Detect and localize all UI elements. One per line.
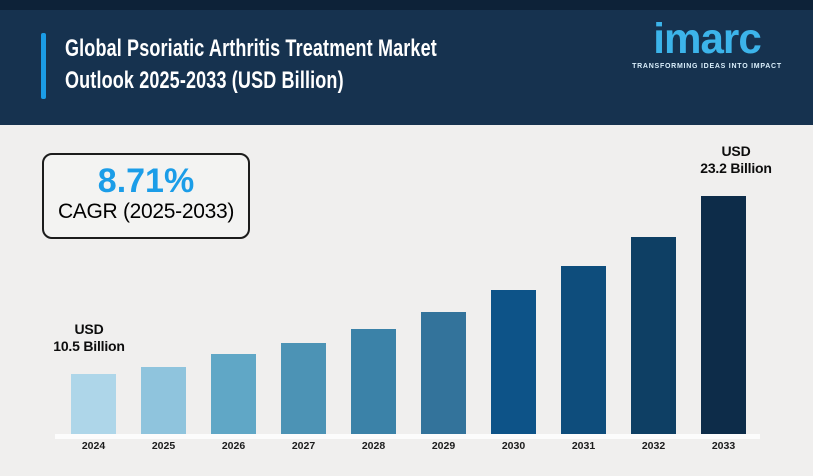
bar-2025 xyxy=(141,367,186,434)
bar-2024 xyxy=(71,374,116,434)
x-axis-label-2033: 2033 xyxy=(711,440,736,452)
bar-2030 xyxy=(491,290,536,434)
x-axis-label-2030: 2030 xyxy=(501,440,526,452)
imarc-logo: imarc TRANSFORMING IDEAS INTO IMPACT xyxy=(627,16,787,70)
first-bar-value-label-line1: USD xyxy=(74,321,104,337)
page-title-line1: Global Psoriatic Arthritis Treatment Mar… xyxy=(65,35,437,62)
x-axis-label-2027: 2027 xyxy=(291,440,316,452)
cagr-callout-box: 8.71% CAGR (2025-2033) xyxy=(42,153,250,239)
imarc-logo-tagline: TRANSFORMING IDEAS INTO IMPACT xyxy=(632,63,782,70)
cagr-value: 8.71% xyxy=(97,162,195,200)
x-axis-label-2032: 2032 xyxy=(641,440,666,452)
x-axis-label-2028: 2028 xyxy=(361,440,386,452)
bar-2027 xyxy=(281,343,326,434)
header-top-strip xyxy=(0,0,813,10)
bar-2032 xyxy=(631,237,676,434)
imarc-logo-text: imarc xyxy=(653,15,762,63)
x-axis-baseline xyxy=(55,434,760,439)
first-bar-value-label: USD 10.5 Billion xyxy=(29,321,149,355)
x-axis-label-2024: 2024 xyxy=(81,440,106,452)
x-axis-label-2031: 2031 xyxy=(571,440,596,452)
bar-2028 xyxy=(351,329,396,434)
last-bar-value-label: USD 23.2 Billion xyxy=(673,143,799,177)
page-title-line2: Outlook 2025-2033 (USD Billion) xyxy=(65,67,344,94)
bar-2031 xyxy=(561,266,606,434)
bar-2029 xyxy=(421,312,466,434)
page-title: Global Psoriatic Arthritis Treatment Mar… xyxy=(65,33,575,97)
x-axis-label-2025: 2025 xyxy=(151,440,176,452)
x-axis-label-2026: 2026 xyxy=(221,440,246,452)
x-axis-label-2029: 2029 xyxy=(431,440,456,452)
title-accent-bar xyxy=(41,33,46,99)
bar-2026 xyxy=(211,354,256,434)
last-bar-value-label-line1: USD xyxy=(721,143,751,159)
last-bar-value-label-line2: 23.2 Billion xyxy=(700,160,772,176)
header-band: Global Psoriatic Arthritis Treatment Mar… xyxy=(0,0,813,125)
bar-2033 xyxy=(701,196,746,434)
first-bar-value-label-line2: 10.5 Billion xyxy=(53,338,125,354)
cagr-label: CAGR (2025-2033) xyxy=(57,200,235,223)
